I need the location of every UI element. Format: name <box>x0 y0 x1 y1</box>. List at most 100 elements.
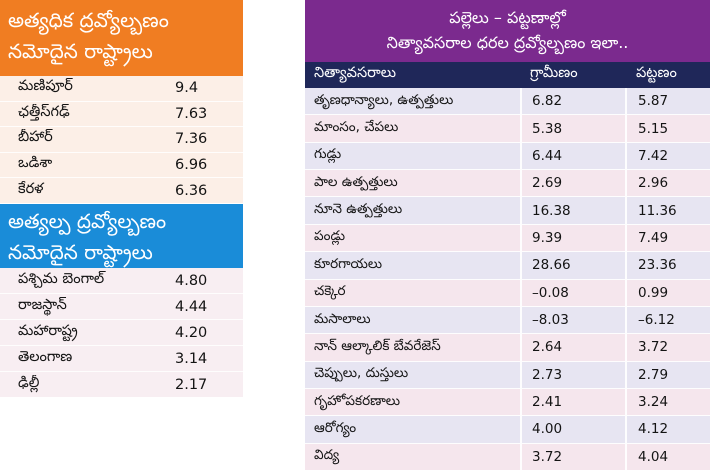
table-row: చెప్పులు, దుస్తులు 2.73 2.79 <box>305 361 710 389</box>
state-name: కేరళ <box>18 180 44 197</box>
item-name: తృణధాన్యాలు, ఉత్పత్తులు <box>314 91 454 108</box>
state-name: బీహార్ <box>18 129 53 146</box>
urban-value: 5.87 <box>625 88 710 115</box>
rural-value: 2.64 <box>520 334 625 361</box>
rural-value: –8.03 <box>520 306 625 334</box>
state-name: ఢిల్లీ <box>18 374 40 391</box>
urban-value: 2.79 <box>625 361 710 388</box>
table-row: చక్కెర –0.08 0.99 <box>305 279 710 307</box>
urban-value: 7.42 <box>625 142 710 170</box>
item-name: మసాలాలు <box>314 310 371 327</box>
table-row: పశ్చిమ బెంగాల్ 4.80 <box>0 268 243 294</box>
column-header-row: నిత్యావసరాలు గ్రామీణం పట్టణం <box>305 62 710 88</box>
urban-value: 23.36 <box>625 252 710 279</box>
table-row: కేరళ 6.36 <box>0 178 243 203</box>
item-name: చక్కెర <box>314 283 346 300</box>
table-row: ఢిల్లీ 2.17 <box>0 372 243 397</box>
rural-urban-title-line-2: నిత్యావసరాల ధరల ద్రవ్యోల్బణం ఇలా.. <box>386 33 629 52</box>
inflation-value: 3.14 <box>175 350 208 367</box>
item-name: నూనె ఉత్పత్తులు <box>314 201 403 218</box>
rural-value: 2.73 <box>520 361 625 388</box>
table-row: మణిపూర్ 9.4 <box>0 76 243 102</box>
state-name: తెలంగాణ <box>18 348 73 365</box>
table-row: బీహార్ 7.36 <box>0 127 243 153</box>
highest-inflation-title-line-2: నమోదైన రాష్ట్రాలు <box>8 39 153 63</box>
rural-value: 5.38 <box>520 115 625 142</box>
rural-urban-essentials-table: పల్లెలు – పట్టణాల్లో నిత్యావసరాల ధరల ద్ర… <box>305 0 710 470</box>
table-row: ఆరోగ్యం 4.00 4.12 <box>305 416 710 444</box>
state-name: ఒడిశా <box>18 155 53 172</box>
inflation-value: 6.36 <box>175 182 208 199</box>
table-row: విద్య 3.72 4.04 <box>305 443 710 470</box>
table-row: గుడ్లు 6.44 7.42 <box>305 142 710 171</box>
inflation-value: 7.36 <box>175 131 208 148</box>
rural-value: 6.44 <box>520 142 625 170</box>
table-row: పాల ఉత్పత్తులు 2.69 2.96 <box>305 170 710 198</box>
inflation-value: 9.4 <box>175 80 199 97</box>
urban-value: 7.49 <box>625 224 710 252</box>
highest-inflation-title-line-1: అత్యధిక ద్రవ్యోల్బణం <box>8 8 169 32</box>
state-name: మణిపూర్ <box>18 78 73 95</box>
lowest-inflation-title-line-1: అత్యల్ప ద్రవ్యోల్బణం <box>8 209 167 233</box>
inflation-value: 6.96 <box>175 157 208 174</box>
rural-urban-header: పల్లెలు – పట్టణాల్లో నిత్యావసరాల ధరల ద్ర… <box>305 0 710 62</box>
column-header-urban: పట్టణం <box>636 65 677 81</box>
urban-value: 2.96 <box>625 170 710 197</box>
lowest-inflation-rows: పశ్చిమ బెంగాల్ 4.80 రాజస్థాన్ 4.44 మహారా… <box>0 268 243 397</box>
highest-inflation-states-table: అత్యధిక ద్రవ్యోల్బణం నమోదైన రాష్ట్రాలు మ… <box>0 0 243 203</box>
table-row: తెలంగాణ 3.14 <box>0 346 243 372</box>
urban-value: 3.72 <box>625 334 710 361</box>
urban-value: 3.24 <box>625 388 710 416</box>
inflation-value: 2.17 <box>175 376 208 393</box>
state-name: ఛత్తీస్‌గఢ్ <box>18 103 70 120</box>
item-name: పండ్లు <box>314 228 346 245</box>
table-row: కూరగాయలు 28.66 23.36 <box>305 252 710 280</box>
lowest-inflation-states-table: అత్యల్ప ద్రవ్యోల్బణం నమోదైన రాష్ట్రాలు ప… <box>0 204 243 397</box>
column-header-rural: గ్రామీణం <box>530 65 578 81</box>
rural-urban-title-line-1: పల్లెలు – పట్టణాల్లో <box>449 8 566 27</box>
item-name: ఆరోగ్యం <box>314 419 357 436</box>
urban-value: 11.36 <box>625 197 710 224</box>
rural-value: 2.69 <box>520 170 625 197</box>
table-row: తృణధాన్యాలు, ఉత్పత్తులు 6.82 5.87 <box>305 88 710 116</box>
rural-value: 9.39 <box>520 224 625 252</box>
item-name: విద్య <box>314 447 340 464</box>
rural-value: 16.38 <box>520 197 625 224</box>
table-row: ఛత్తీస్‌గఢ్ 7.63 <box>0 102 243 128</box>
lowest-inflation-header: అత్యల్ప ద్రవ్యోల్బణం నమోదైన రాష్ట్రాలు <box>0 204 243 268</box>
table-row: రాజస్థాన్ 4.44 <box>0 294 243 320</box>
item-name: గుడ్లు <box>314 146 342 163</box>
inflation-value: 4.20 <box>175 324 208 341</box>
table-row: నాన్ ఆల్కాలిక్ బేవరేజెస్ 2.64 3.72 <box>305 334 710 362</box>
state-name: రాజస్థాన్ <box>18 296 67 313</box>
table-row: ఒడిశా 6.96 <box>0 153 243 179</box>
highest-inflation-header: అత్యధిక ద్రవ్యోల్బణం నమోదైన రాష్ట్రాలు <box>0 0 243 76</box>
rural-value: 4.00 <box>520 416 625 443</box>
table-row: మహారాష్ట్ర 4.20 <box>0 320 243 346</box>
rural-value: –0.08 <box>520 279 625 306</box>
item-name: మాంసం, చేపలు <box>314 119 399 136</box>
urban-value: –6.12 <box>625 306 710 334</box>
table-row: నూనె ఉత్పత్తులు 16.38 11.36 <box>305 197 710 225</box>
item-name: నాన్ ఆల్కాలిక్ బేవరేజెస్ <box>314 337 441 354</box>
item-name: పాల ఉత్పత్తులు <box>314 173 398 190</box>
table-row: గృహోపకరణాలు 2.41 3.24 <box>305 388 710 417</box>
item-name: గృహోపకరణాలు <box>314 392 401 409</box>
highest-inflation-rows: మణిపూర్ 9.4 ఛత్తీస్‌గఢ్ 7.63 బీహార్ 7.36… <box>0 76 243 203</box>
rural-value: 2.41 <box>520 388 625 416</box>
inflation-value: 4.44 <box>175 298 208 315</box>
inflation-value: 4.80 <box>175 272 208 289</box>
urban-value: 4.04 <box>625 443 710 470</box>
lowest-inflation-title-line-2: నమోదైన రాష్ట్రాలు <box>8 240 153 264</box>
urban-value: 0.99 <box>625 279 710 306</box>
table-row: మసాలాలు –8.03 –6.12 <box>305 306 710 335</box>
state-name: పశ్చిమ బెంగాల్ <box>18 270 105 287</box>
table-row: మాంసం, చేపలు 5.38 5.15 <box>305 115 710 143</box>
state-name: మహారాష్ట్ర <box>18 322 78 339</box>
rural-value: 3.72 <box>520 443 625 470</box>
urban-value: 5.15 <box>625 115 710 142</box>
urban-value: 4.12 <box>625 416 710 443</box>
rural-value: 28.66 <box>520 252 625 279</box>
column-header-item: నిత్యావసరాలు <box>314 65 397 81</box>
rural-urban-rows: తృణధాన్యాలు, ఉత్పత్తులు 6.82 5.87 మాంసం,… <box>305 88 710 470</box>
